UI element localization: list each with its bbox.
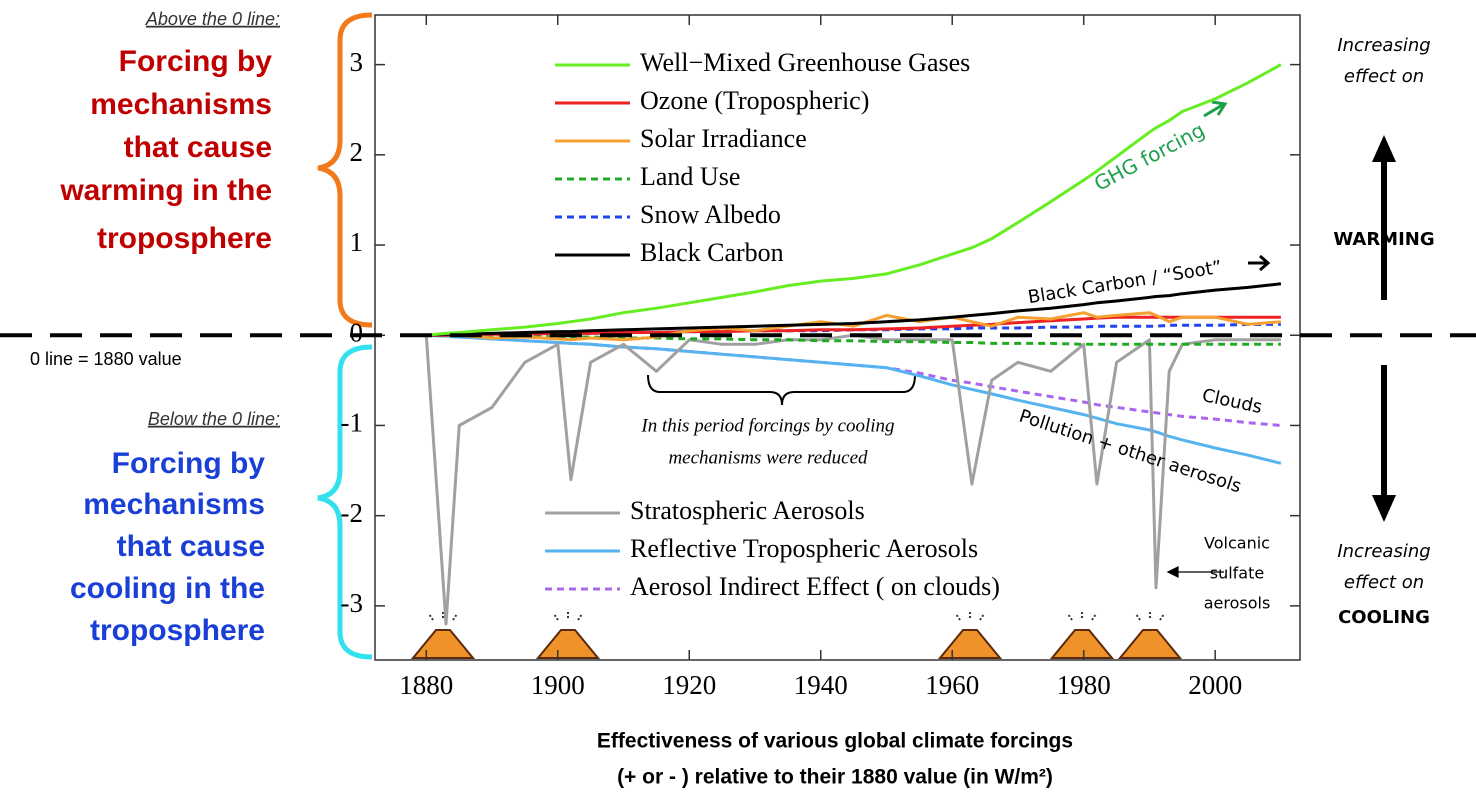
legend-label: Solar Irradiance bbox=[640, 124, 807, 153]
annotation: mechanisms were reduced bbox=[668, 447, 868, 468]
warming-text: that cause bbox=[124, 131, 272, 164]
cooling-label: COOLING bbox=[1338, 607, 1430, 628]
warming-text: mechanisms bbox=[90, 88, 272, 121]
warming-label: WARMING bbox=[1333, 229, 1434, 250]
volcano bbox=[1117, 629, 1183, 659]
legend-label: Aerosol Indirect Effect ( on clouds) bbox=[630, 572, 1000, 601]
annotation: sulfate bbox=[1210, 564, 1264, 583]
volcano-smoke bbox=[553, 610, 583, 621]
warming-text: troposphere bbox=[97, 222, 272, 255]
x-tick-label: 1940 bbox=[794, 670, 848, 700]
x-tick-label: 1880 bbox=[399, 670, 453, 700]
plot-frame bbox=[374, 14, 1301, 661]
legend-label: Snow Albedo bbox=[640, 200, 781, 229]
warming-brace bbox=[317, 12, 373, 328]
annotation: Volcanic bbox=[1204, 534, 1270, 553]
series-line bbox=[426, 63, 1282, 337]
cooling-text: troposphere bbox=[90, 614, 265, 647]
warming-caption: Increasing bbox=[1337, 35, 1430, 56]
x-tick-label: 1980 bbox=[1057, 670, 1111, 700]
y-tick-label: 3 bbox=[350, 47, 364, 77]
annotation: GHG forcing bbox=[1090, 118, 1208, 196]
y-tick-label: -2 bbox=[341, 498, 364, 528]
y-tick-label: -3 bbox=[341, 588, 364, 618]
warming-text: warming in the bbox=[59, 174, 272, 207]
warming-text: Forcing by bbox=[119, 45, 273, 78]
chart-title: Effectiveness of various global climate … bbox=[597, 730, 1073, 753]
volcano-smoke bbox=[1067, 610, 1097, 621]
warming-arrowhead bbox=[1372, 135, 1396, 162]
legend-label: Black Carbon bbox=[640, 238, 784, 267]
series-line bbox=[426, 311, 1282, 342]
volcano bbox=[937, 629, 1003, 659]
annotation: aerosols bbox=[1204, 594, 1271, 613]
volcano-smoke bbox=[955, 610, 985, 621]
legend-label: Reflective Tropospheric Aerosols bbox=[630, 534, 978, 563]
cooling-text: Forcing by bbox=[112, 447, 266, 480]
cooling-text: that cause bbox=[117, 530, 265, 563]
x-tick-label: 1960 bbox=[925, 670, 979, 700]
series-line bbox=[424, 333, 1281, 626]
below-heading: Below the 0 line: bbox=[148, 409, 280, 429]
volcano-smoke bbox=[428, 610, 458, 621]
annotation: Clouds bbox=[1200, 385, 1264, 418]
y-tick-label: 0 bbox=[350, 317, 364, 347]
x-tick-label: 1900 bbox=[531, 670, 585, 700]
legend-label: Ozone (Tropospheric) bbox=[640, 86, 869, 115]
y-tick-label: 2 bbox=[350, 137, 364, 167]
legend-label: Well−Mixed Greenhouse Gases bbox=[640, 48, 970, 77]
warming-caption: effect on bbox=[1344, 66, 1424, 87]
chart-title: (+ or - ) relative to their 1880 value (… bbox=[617, 766, 1053, 789]
cooling-caption: effect on bbox=[1344, 572, 1424, 593]
x-tick-label: 1920 bbox=[662, 670, 716, 700]
volcano bbox=[410, 629, 476, 659]
volcano bbox=[535, 629, 601, 659]
series-line bbox=[426, 333, 1282, 465]
legend-label: Stratospheric Aerosols bbox=[630, 496, 865, 525]
x-tick-label: 2000 bbox=[1188, 670, 1242, 700]
above-heading: Above the 0 line: bbox=[145, 9, 280, 29]
volcano-smoke bbox=[1135, 610, 1165, 621]
annotation: In this period forcings by cooling bbox=[640, 415, 894, 436]
series-line bbox=[426, 282, 1282, 337]
y-tick-label: 1 bbox=[350, 227, 364, 257]
cooling-arrowhead bbox=[1372, 495, 1396, 522]
ghg-arrow bbox=[1203, 100, 1228, 118]
annotation: Pollution + other aerosols bbox=[1016, 406, 1243, 498]
volcanic-arrow bbox=[1166, 566, 1224, 578]
cooling-brace bbox=[317, 344, 373, 660]
cooling-text: cooling in the bbox=[70, 572, 265, 605]
y-tick-label: -1 bbox=[341, 408, 364, 438]
legend-label: Land Use bbox=[640, 162, 740, 191]
volcano bbox=[1049, 629, 1115, 659]
soot-arrow bbox=[1248, 254, 1271, 272]
volcano-icons bbox=[410, 610, 1183, 659]
zero-note: 0 line = 1880 value bbox=[30, 349, 182, 369]
cooling-text: mechanisms bbox=[83, 488, 265, 521]
period-brace bbox=[647, 374, 916, 406]
cooling-caption: Increasing bbox=[1337, 541, 1430, 562]
